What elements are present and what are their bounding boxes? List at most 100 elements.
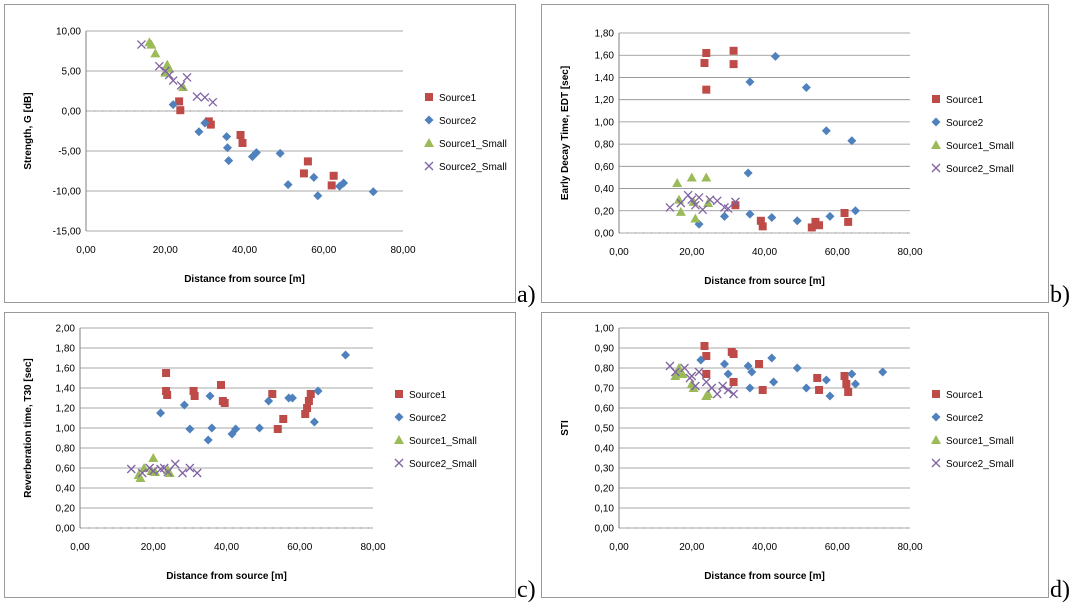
data-point <box>185 424 195 434</box>
series-source2-small <box>137 40 218 107</box>
legend-label: Source1 <box>946 390 984 401</box>
data-point <box>729 60 738 69</box>
legend-label: Source2_Small <box>946 164 1014 175</box>
data-point <box>702 352 711 360</box>
data-point <box>224 156 234 166</box>
y-axis-title: Early Decay Time, EDT [sec] <box>560 66 571 200</box>
data-point <box>712 196 722 206</box>
data-point <box>755 360 764 368</box>
data-point <box>850 206 860 216</box>
y-tick-label: 2,00 <box>56 324 76 335</box>
data-point <box>700 342 709 350</box>
y-tick-label: 0,20 <box>56 504 76 515</box>
data-point <box>279 415 288 423</box>
data-point <box>758 222 767 231</box>
data-point <box>150 467 161 476</box>
data-point <box>719 211 729 221</box>
data-point <box>745 77 755 87</box>
data-point <box>747 367 757 377</box>
legend-label: Source1 <box>409 390 447 401</box>
y-tick-label: 0,20 <box>595 206 615 217</box>
data-point <box>301 410 310 418</box>
chart-svg-d: 1,00 0,90 0,80 0,70 0,60 0,50 0,40 0,30 0,20 0,10… <box>560 324 1014 583</box>
data-point <box>236 131 245 139</box>
data-point <box>208 97 218 107</box>
y-tick-label: 0,60 <box>595 162 615 173</box>
legend-marker <box>424 115 434 125</box>
data-point <box>680 363 689 373</box>
chart-panel-c: 2,00 1,80 1,60 1,40 1,20 1,00 0,80 0,60 0,40 0,20… <box>4 312 516 598</box>
data-point <box>815 221 824 230</box>
legend-marker <box>931 458 941 468</box>
y-tick-label: 1,40 <box>595 73 615 84</box>
data-point <box>847 136 857 146</box>
data-point <box>309 172 319 182</box>
data-point <box>268 390 277 398</box>
y-tick-label: 0,80 <box>595 364 615 375</box>
data-point <box>674 194 685 204</box>
data-point <box>200 92 210 102</box>
legend-marker <box>931 412 941 422</box>
legend-marker <box>394 435 404 444</box>
y-tick-label: 0,80 <box>595 140 615 151</box>
panel-label-a: a) <box>517 282 536 308</box>
legend-label: Source2 <box>946 118 984 129</box>
data-point <box>264 396 274 406</box>
data-point <box>676 198 686 208</box>
data-point <box>168 76 178 86</box>
y-tick-label: 0,40 <box>56 484 76 495</box>
legend-label: Source2_Small <box>439 162 507 173</box>
y-tick-label: 1,00 <box>595 117 615 128</box>
y-tick-label: -15,00 <box>53 227 82 238</box>
data-point <box>341 350 351 360</box>
y-tick-label: 0,00 <box>62 107 82 118</box>
data-point <box>694 192 704 202</box>
chart-svg-c: 2,00 1,80 1,60 1,40 1,20 1,00 0,80 0,60 0,40 0,20… <box>23 324 477 583</box>
data-point <box>686 172 697 182</box>
data-point <box>690 200 700 210</box>
data-point <box>206 120 215 129</box>
x-tick-label: 80,00 <box>360 542 385 553</box>
data-point <box>156 408 166 418</box>
series-source2 <box>696 353 888 401</box>
data-point <box>878 367 888 377</box>
series-source2-small <box>665 190 740 215</box>
x-tick-label: 20,00 <box>153 245 178 256</box>
y-tick-label: 5,00 <box>62 67 82 78</box>
data-point <box>313 386 323 396</box>
chart-panel-d: 1,00 0,90 0,80 0,70 0,60 0,50 0,40 0,30 0,20 0,10… <box>541 312 1049 598</box>
data-point <box>769 377 779 387</box>
legend-label: Source1 <box>439 93 477 104</box>
panel-label-d: d) <box>1050 577 1070 603</box>
y-tick-label: 0,40 <box>595 444 615 455</box>
data-point <box>840 209 849 217</box>
data-point <box>176 80 186 90</box>
data-point <box>696 355 706 365</box>
data-point <box>299 169 308 178</box>
legend-marker <box>931 163 941 173</box>
x-tick-label: 0,00 <box>70 542 90 553</box>
data-point <box>675 206 686 216</box>
y-tick-label: 0,20 <box>595 484 615 495</box>
legend-marker <box>931 140 941 149</box>
legend-label: Source2 <box>409 413 447 424</box>
x-tick-label: 0,00 <box>609 247 629 258</box>
data-point <box>821 126 831 136</box>
legend-marker <box>932 95 940 103</box>
data-point <box>154 61 164 71</box>
x-axis-title: Distance from source [m] <box>166 571 287 582</box>
x-tick-label: 20,00 <box>679 542 704 553</box>
data-point <box>792 363 802 373</box>
data-point <box>703 198 714 207</box>
data-point <box>200 118 210 128</box>
legend-label: Source1 <box>946 95 984 106</box>
legend-label: Source1_Small <box>409 436 477 447</box>
data-point <box>700 59 709 67</box>
data-point <box>368 187 378 197</box>
data-point <box>729 46 738 55</box>
data-point <box>842 380 851 388</box>
data-point <box>745 383 755 393</box>
data-point <box>702 370 711 378</box>
data-point <box>148 453 159 462</box>
x-tick-label: 0,00 <box>76 245 96 256</box>
